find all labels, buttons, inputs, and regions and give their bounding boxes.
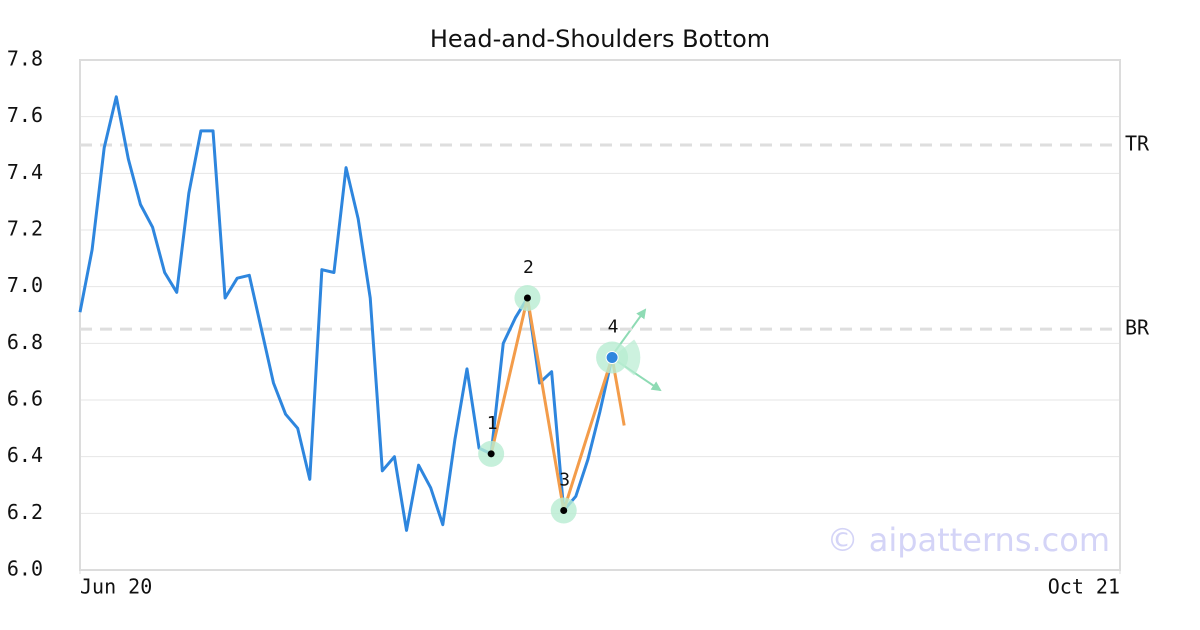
pivot-label: 2 — [523, 257, 534, 278]
pivot-sector — [612, 339, 641, 376]
pivot-point — [523, 294, 531, 302]
y-tick-label: 7.6 — [7, 103, 43, 127]
pivot-label: 4 — [608, 317, 619, 338]
y-tick-label: 7.0 — [7, 273, 43, 297]
y-tick-label: 7.4 — [7, 160, 43, 184]
y-tick-label: 6.2 — [7, 500, 43, 524]
plot-frame — [79, 59, 1121, 571]
y-tick-label: 6.4 — [7, 443, 43, 467]
y-tick-label: 6.6 — [7, 387, 43, 411]
y-tick-label: 6.8 — [7, 330, 43, 354]
reference-label: TR — [1125, 132, 1150, 156]
watermark: © aipatterns.com — [827, 521, 1110, 559]
x-tick-label: Oct 21 — [1048, 575, 1120, 599]
pivot-label: 3 — [559, 470, 570, 491]
x-tick-label: Jun 20 — [80, 575, 152, 599]
y-tick-label: 6.0 — [7, 557, 43, 581]
pivot-point — [605, 351, 619, 364]
y-tick-label: 7.2 — [7, 217, 43, 241]
chart-title: Head-and-Shoulders Bottom — [430, 25, 770, 53]
y-tick-label: 7.8 — [7, 47, 43, 71]
pivot-point — [560, 507, 568, 514]
pivot-point — [487, 450, 495, 458]
reference-label: BR — [1125, 316, 1150, 340]
series-line — [78, 95, 614, 532]
pivot-label: 1 — [487, 413, 498, 434]
grid — [80, 59, 1120, 571]
